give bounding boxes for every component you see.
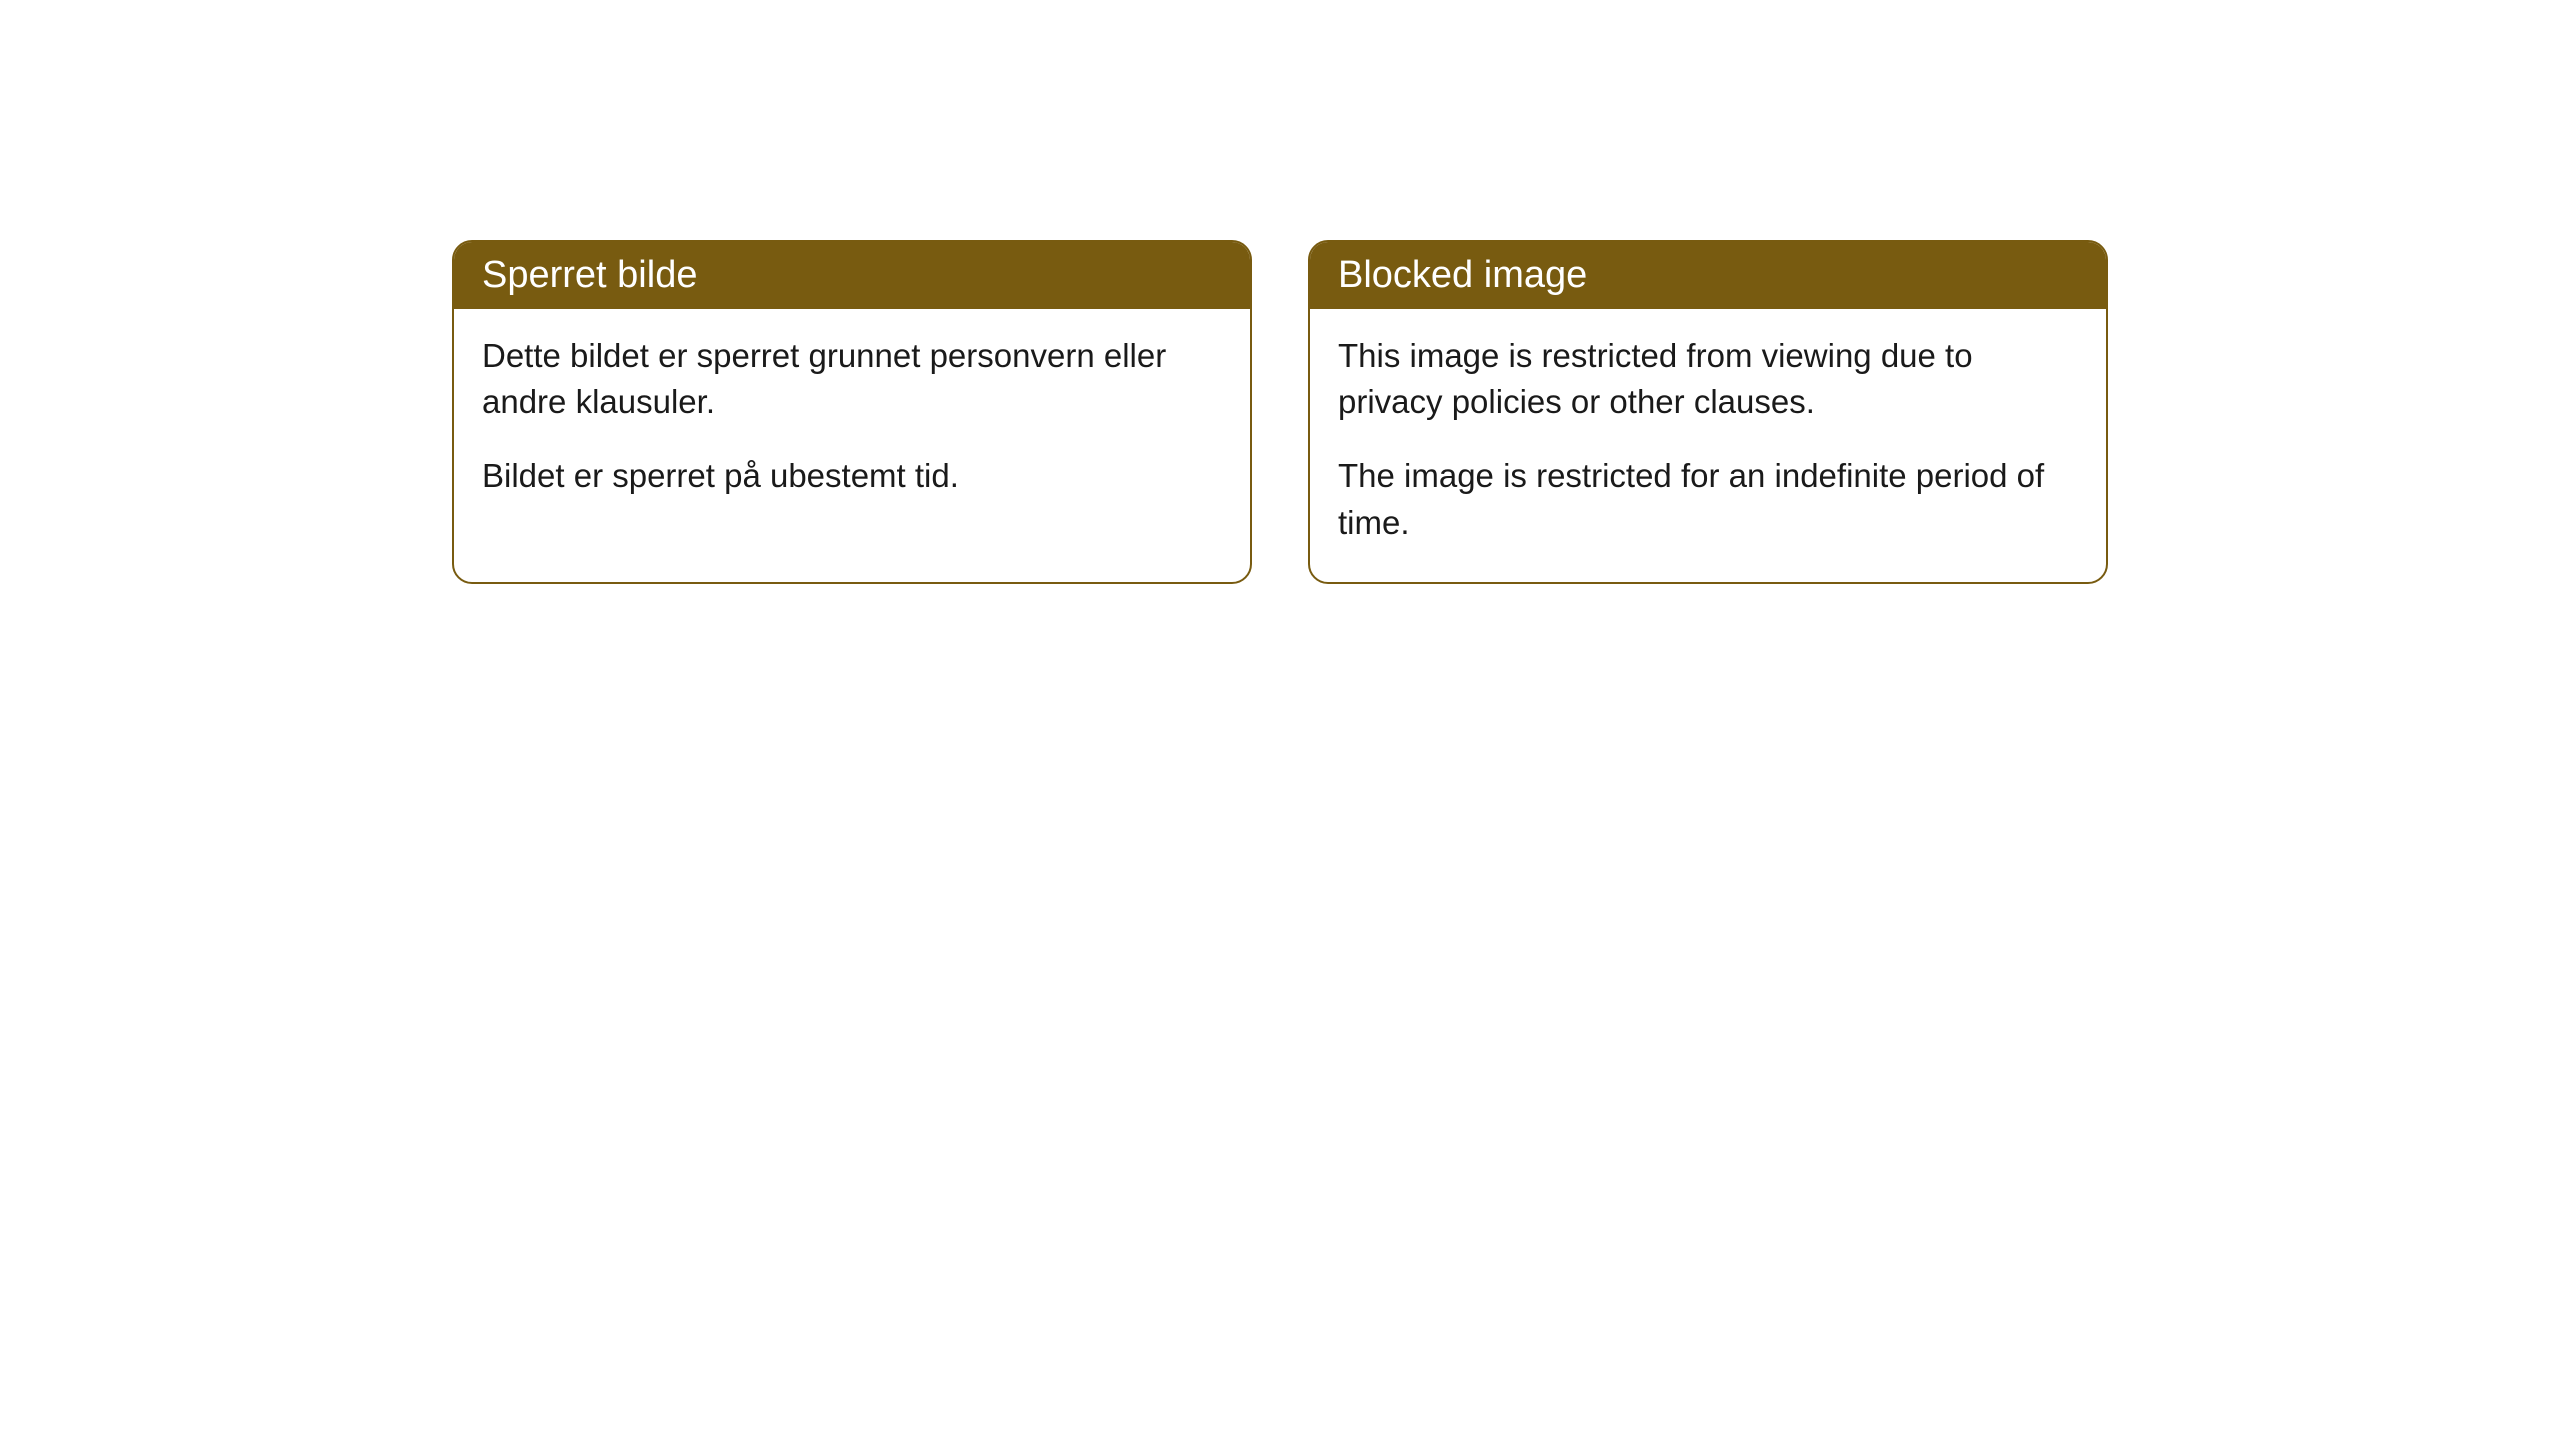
card-text-en-2: The image is restricted for an indefinit… [1338,453,2078,545]
blocked-image-card-en: Blocked image This image is restricted f… [1308,240,2108,584]
card-text-no-2: Bildet er sperret på ubestemt tid. [482,453,1222,499]
card-text-en-1: This image is restricted from viewing du… [1338,333,2078,425]
card-body-no: Dette bildet er sperret grunnet personve… [454,309,1250,536]
blocked-image-card-no: Sperret bilde Dette bildet er sperret gr… [452,240,1252,584]
card-header-en: Blocked image [1310,242,2106,309]
card-text-no-1: Dette bildet er sperret grunnet personve… [482,333,1222,425]
card-header-no: Sperret bilde [454,242,1250,309]
card-body-en: This image is restricted from viewing du… [1310,309,2106,582]
cards-container: Sperret bilde Dette bildet er sperret gr… [0,240,2560,584]
